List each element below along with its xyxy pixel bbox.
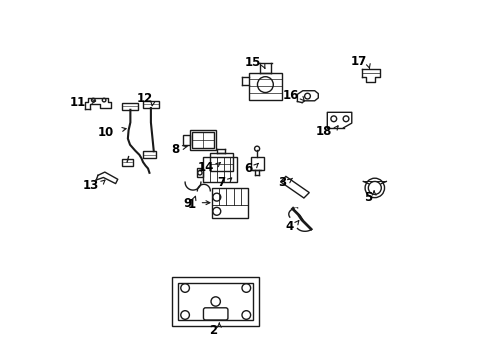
Text: 16: 16 [282, 89, 298, 102]
Text: 14: 14 [197, 161, 213, 174]
Text: 15: 15 [244, 56, 260, 69]
Text: 8: 8 [171, 143, 179, 156]
Text: 2: 2 [209, 324, 217, 337]
Text: 9: 9 [183, 197, 192, 210]
Text: 10: 10 [98, 126, 114, 139]
Text: 12: 12 [137, 92, 153, 105]
Text: 18: 18 [315, 125, 331, 138]
Text: 3: 3 [277, 176, 285, 189]
Text: 1: 1 [187, 198, 196, 211]
Text: 7: 7 [217, 176, 225, 189]
Text: 17: 17 [350, 55, 366, 68]
Text: 13: 13 [82, 179, 99, 192]
Text: 6: 6 [244, 162, 252, 175]
Text: 4: 4 [285, 220, 293, 233]
Text: 11: 11 [70, 96, 86, 109]
Text: 5: 5 [363, 191, 371, 204]
